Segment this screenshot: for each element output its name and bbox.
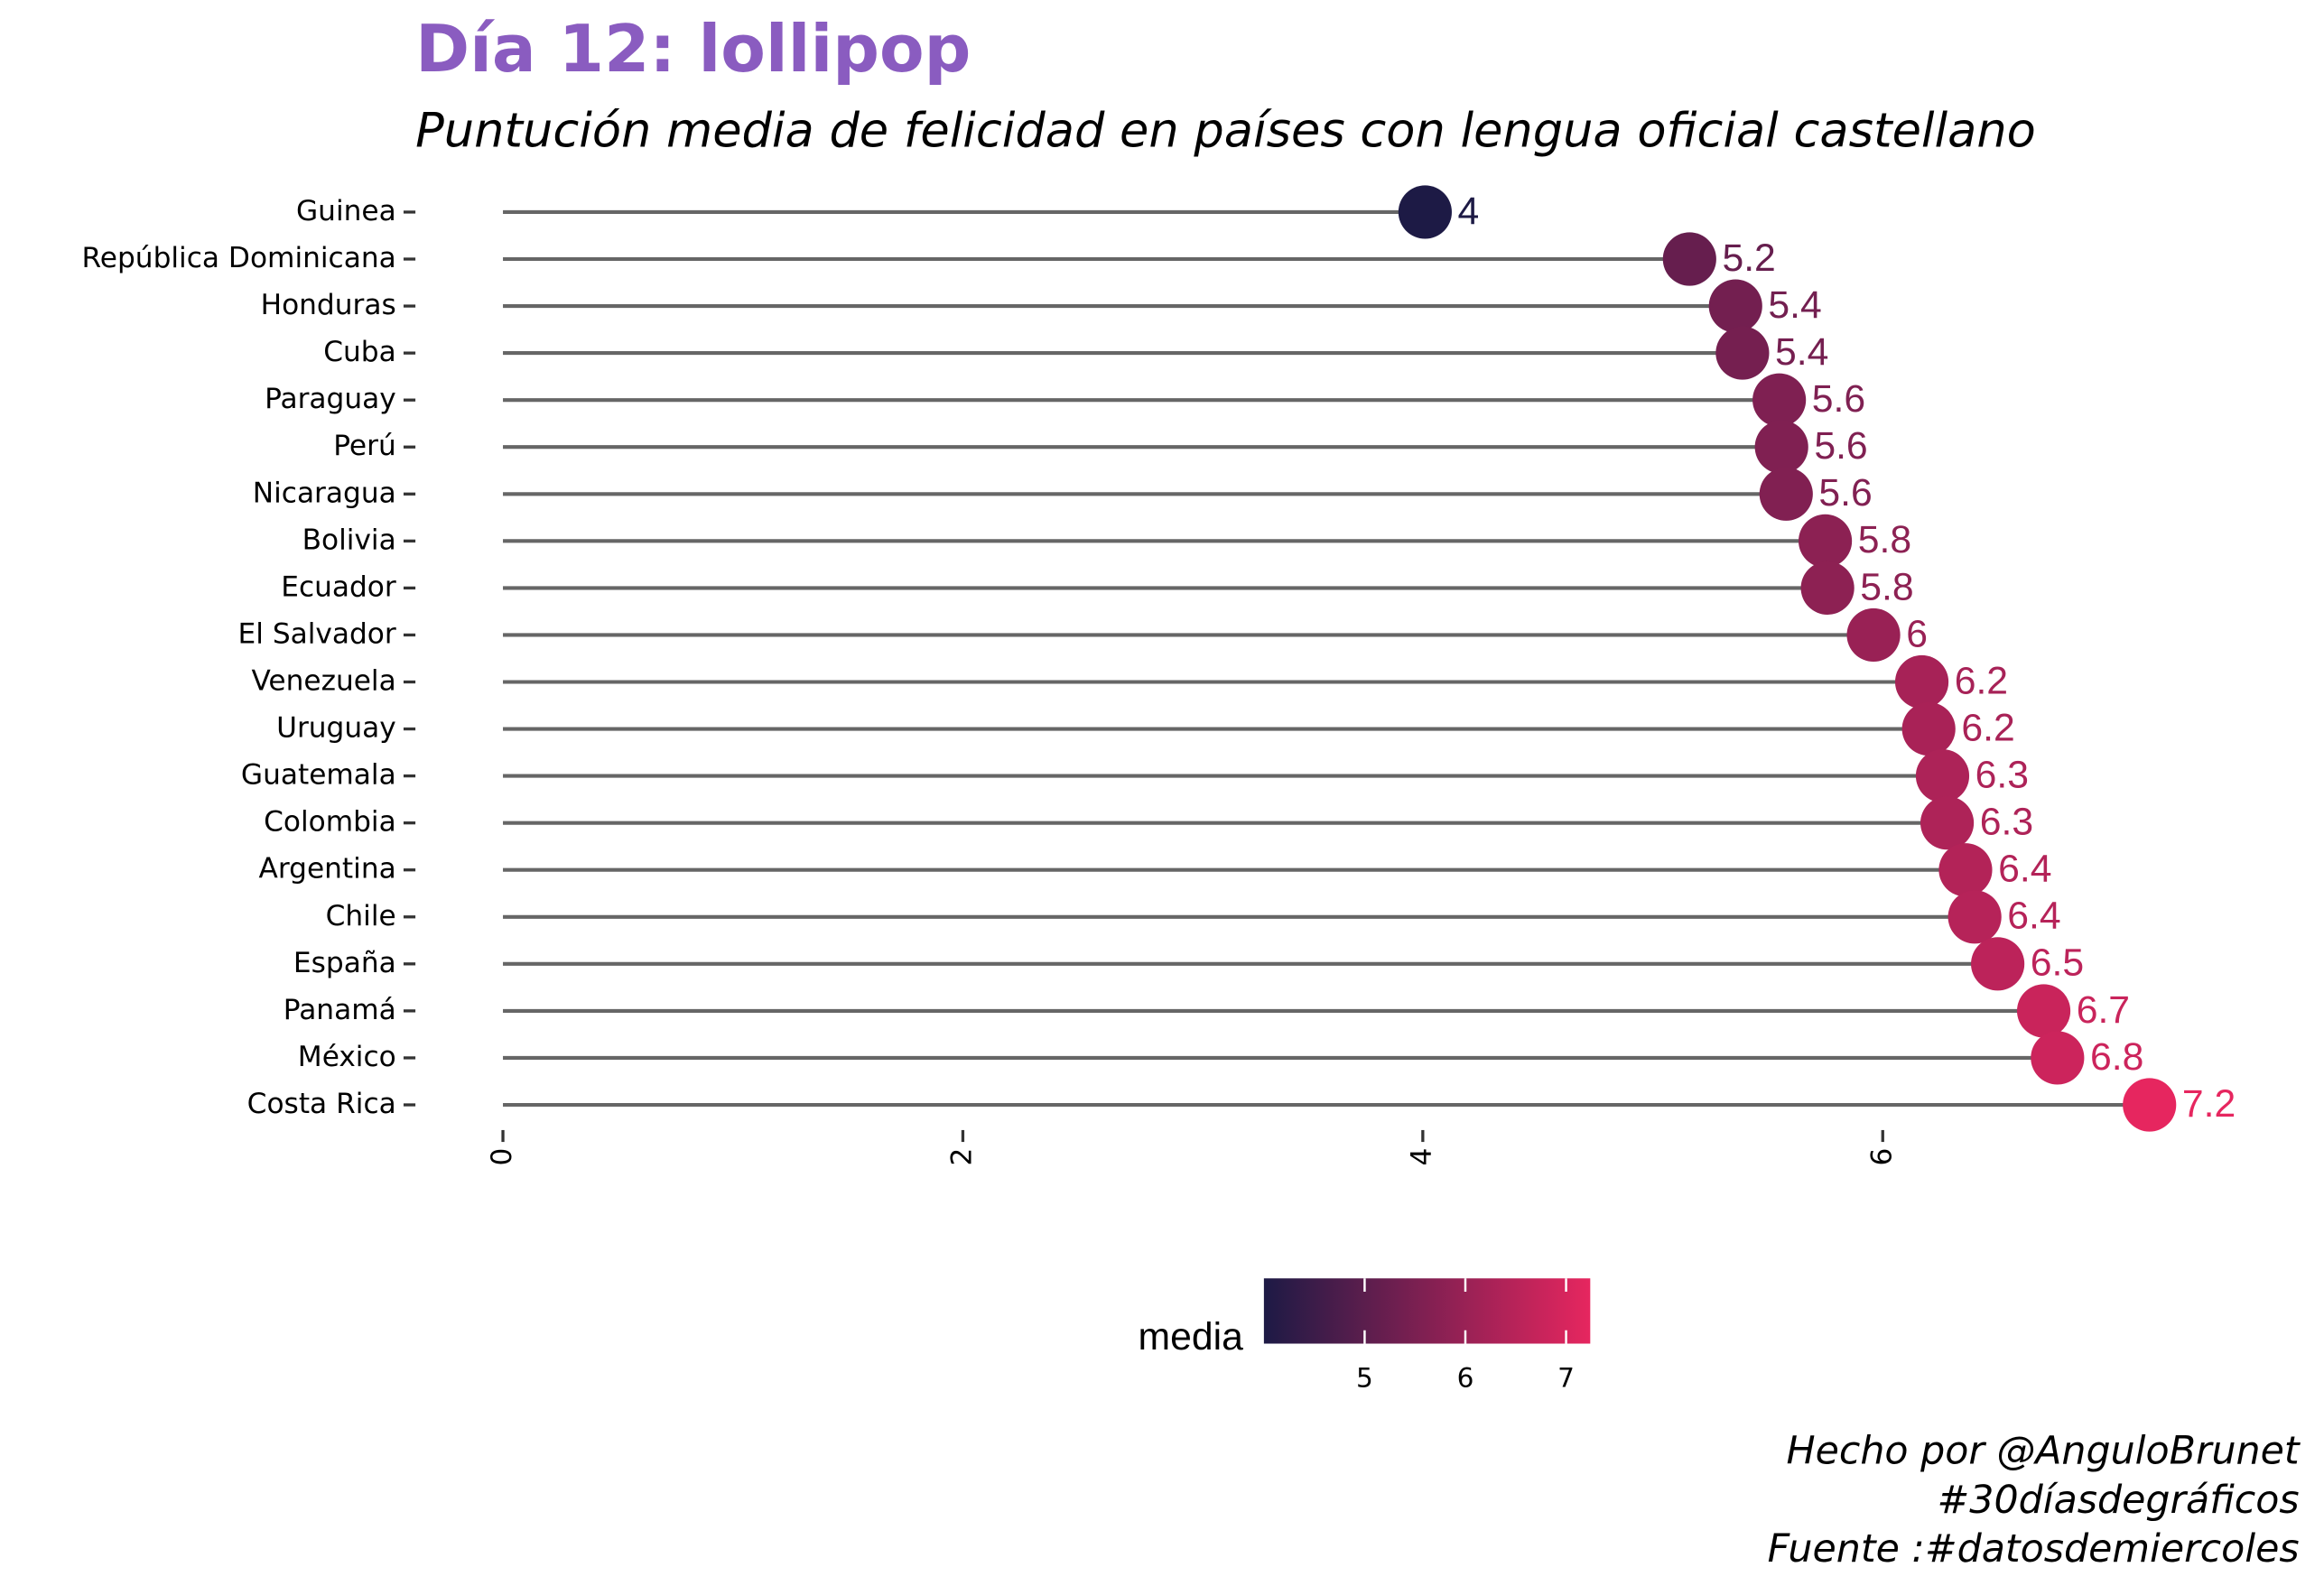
y-tick-label: Costa Rica — [247, 1088, 396, 1120]
dot — [1971, 937, 2025, 991]
dot — [1662, 232, 1716, 286]
value-label: 6.2 — [1955, 659, 2008, 702]
dot — [2031, 1031, 2085, 1085]
caption: Hecho por @AnguloBrunet — [1787, 1429, 2301, 1474]
value-label: 5.4 — [1775, 330, 1828, 374]
y-tick-label: España — [293, 947, 396, 979]
value-label: 4 — [1458, 190, 1480, 233]
y-tick-label: Panamá — [284, 994, 396, 1026]
value-label: 6.4 — [2007, 895, 2060, 938]
value-label: 5.8 — [1860, 565, 1913, 608]
y-tick-label: Guinea — [296, 195, 396, 227]
value-label: 5.2 — [1722, 236, 1775, 280]
dot — [1715, 326, 1770, 380]
y-tick-label: Chile — [326, 900, 396, 932]
dot — [1920, 796, 1975, 850]
dot — [1901, 701, 1956, 756]
dot — [1800, 561, 1855, 615]
y-tick-label: Nicaragua — [253, 477, 396, 509]
value-label: 5.6 — [1812, 377, 1865, 421]
dot — [1398, 185, 1452, 239]
dot — [1708, 279, 1762, 333]
y-tick-label: Colombia — [264, 806, 396, 839]
y-tick-label: México — [298, 1041, 396, 1073]
value-label: 5.6 — [1818, 471, 1872, 515]
dot — [1754, 420, 1808, 474]
value-label: 5.4 — [1768, 283, 1821, 327]
y-tick-label: Bolivia — [302, 524, 396, 556]
dot — [1799, 514, 1853, 568]
chart-subtitle: Puntución media de felicidad en países c… — [415, 104, 2036, 159]
y-tick-label: Honduras — [261, 289, 396, 321]
value-label: 5.8 — [1858, 518, 1911, 561]
value-label: 6.4 — [1998, 848, 2051, 891]
value-label: 6.5 — [2031, 941, 2084, 985]
value-label: 6.3 — [1980, 801, 2033, 844]
y-tick-label: Argentina — [259, 853, 396, 886]
y-tick-label: Uruguay — [276, 712, 396, 745]
colorbar-tick-label: 6 — [1457, 1362, 1474, 1393]
dot — [1759, 467, 1813, 521]
y-tick-label: Paraguay — [265, 383, 396, 415]
x-tick-label: 4 — [1406, 1148, 1438, 1166]
legend-title: media — [1139, 1315, 1244, 1359]
x-tick-label: 0 — [486, 1148, 518, 1166]
value-label: 5.6 — [1814, 424, 1867, 468]
dot — [1915, 749, 1970, 803]
value-label: 6.2 — [1961, 706, 2014, 749]
x-tick-label: 2 — [945, 1148, 978, 1166]
dot — [1846, 607, 1901, 663]
y-tick-label: Cuba — [323, 336, 396, 368]
colorbar-tick-label: 5 — [1356, 1362, 1373, 1393]
y-tick-label: República Dominicana — [82, 242, 396, 274]
y-tick-label: Venezuela — [251, 665, 395, 698]
dot — [1894, 654, 1949, 709]
value-label: 6.3 — [1975, 754, 2029, 797]
dot — [1752, 373, 1807, 427]
x-tick-label: 6 — [1865, 1148, 1898, 1166]
caption: Fuente :#datosdemiercoles — [1768, 1526, 2300, 1572]
caption: #30díasdegráficos — [1937, 1478, 2299, 1523]
dot — [2123, 1078, 2177, 1132]
dot — [1948, 890, 2002, 944]
colorbar-tick-label: 7 — [1557, 1362, 1575, 1393]
y-tick-label: Guatemala — [241, 759, 396, 792]
value-label: 6.8 — [2090, 1035, 2143, 1079]
value-label: 6.7 — [2077, 988, 2130, 1032]
dot — [2016, 984, 2071, 1038]
value-label: 7.2 — [2182, 1082, 2236, 1126]
y-tick-label: El Salvador — [238, 617, 396, 650]
y-tick-label: Perú — [333, 430, 396, 462]
dot — [1938, 843, 1993, 897]
value-label: 6 — [1906, 612, 1928, 655]
colorbar — [1263, 1278, 1591, 1344]
y-tick-label: Ecuador — [281, 570, 396, 603]
chart-title: Día 12: lollipop — [415, 12, 971, 88]
